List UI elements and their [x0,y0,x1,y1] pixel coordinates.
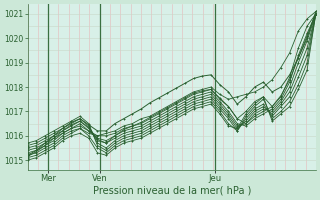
X-axis label: Pression niveau de la mer( hPa ): Pression niveau de la mer( hPa ) [92,186,251,196]
